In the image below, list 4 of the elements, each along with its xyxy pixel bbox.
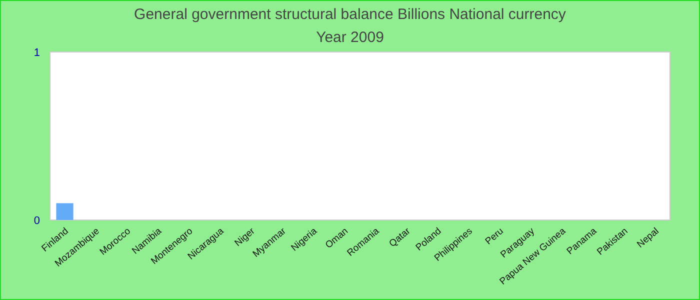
y-tick-label: 0 <box>34 215 40 227</box>
chart-title: General government structural balance Billions National currency <box>134 6 566 23</box>
y-tick-label: 1 <box>34 47 40 59</box>
chart-subtitle: Year 2009 <box>316 29 384 46</box>
